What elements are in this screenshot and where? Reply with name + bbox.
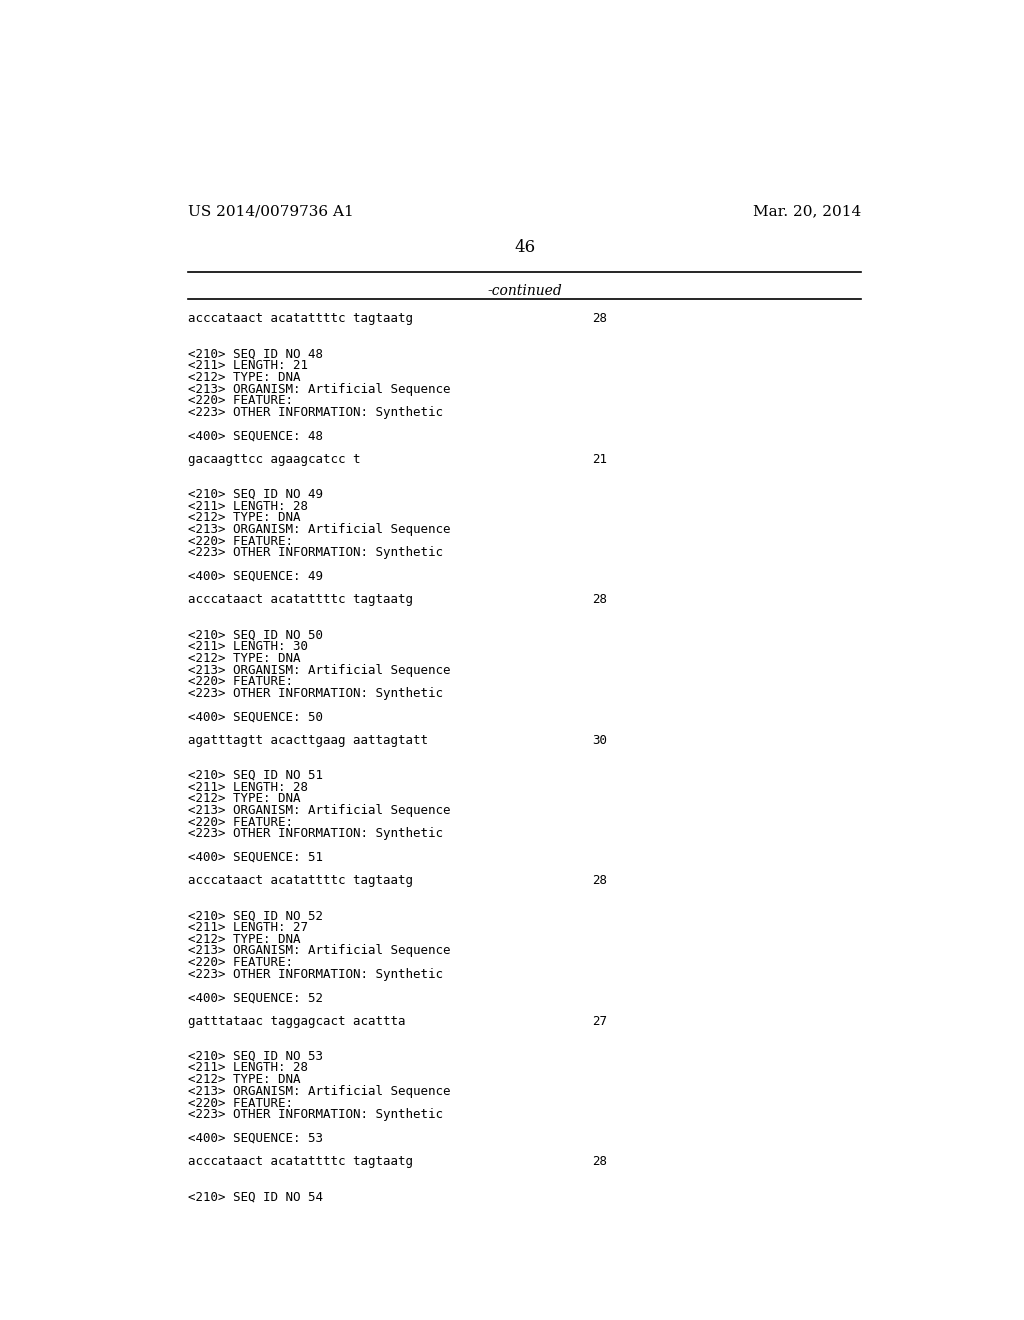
Text: <211> LENGTH: 30: <211> LENGTH: 30 <box>188 640 308 653</box>
Text: US 2014/0079736 A1: US 2014/0079736 A1 <box>188 205 354 219</box>
Text: <400> SEQUENCE: 49: <400> SEQUENCE: 49 <box>188 570 324 583</box>
Text: acccataact acatattttc tagtaatg: acccataact acatattttc tagtaatg <box>188 313 414 326</box>
Text: <220> FEATURE:: <220> FEATURE: <box>188 1097 294 1110</box>
Text: <220> FEATURE:: <220> FEATURE: <box>188 676 294 688</box>
Text: <210> SEQ ID NO 48: <210> SEQ ID NO 48 <box>188 347 324 360</box>
Text: -continued: -continued <box>487 284 562 298</box>
Text: <211> LENGTH: 28: <211> LENGTH: 28 <box>188 780 308 793</box>
Text: 28: 28 <box>592 593 607 606</box>
Text: agatttagtt acacttgaag aattagtatt: agatttagtt acacttgaag aattagtatt <box>188 734 428 747</box>
Text: <220> FEATURE:: <220> FEATURE: <box>188 956 294 969</box>
Text: 27: 27 <box>592 1015 607 1028</box>
Text: <220> FEATURE:: <220> FEATURE: <box>188 816 294 829</box>
Text: <223> OTHER INFORMATION: Synthetic: <223> OTHER INFORMATION: Synthetic <box>188 828 443 841</box>
Text: <213> ORGANISM: Artificial Sequence: <213> ORGANISM: Artificial Sequence <box>188 523 451 536</box>
Text: acccataact acatattttc tagtaatg: acccataact acatattttc tagtaatg <box>188 874 414 887</box>
Text: <212> TYPE: DNA: <212> TYPE: DNA <box>188 652 301 665</box>
Text: <211> LENGTH: 27: <211> LENGTH: 27 <box>188 921 308 935</box>
Text: <211> LENGTH: 28: <211> LENGTH: 28 <box>188 500 308 512</box>
Text: <213> ORGANISM: Artificial Sequence: <213> ORGANISM: Artificial Sequence <box>188 944 451 957</box>
Text: <210> SEQ ID NO 50: <210> SEQ ID NO 50 <box>188 628 324 642</box>
Text: <220> FEATURE:: <220> FEATURE: <box>188 535 294 548</box>
Text: <400> SEQUENCE: 53: <400> SEQUENCE: 53 <box>188 1131 324 1144</box>
Text: <210> SEQ ID NO 51: <210> SEQ ID NO 51 <box>188 768 324 781</box>
Text: acccataact acatattttc tagtaatg: acccataact acatattttc tagtaatg <box>188 1155 414 1168</box>
Text: gacaagttcc agaagcatcc t: gacaagttcc agaagcatcc t <box>188 453 360 466</box>
Text: <212> TYPE: DNA: <212> TYPE: DNA <box>188 511 301 524</box>
Text: <223> OTHER INFORMATION: Synthetic: <223> OTHER INFORMATION: Synthetic <box>188 1109 443 1121</box>
Text: 28: 28 <box>592 1155 607 1168</box>
Text: <400> SEQUENCE: 51: <400> SEQUENCE: 51 <box>188 851 324 863</box>
Text: 30: 30 <box>592 734 607 747</box>
Text: <213> ORGANISM: Artificial Sequence: <213> ORGANISM: Artificial Sequence <box>188 383 451 396</box>
Text: <210> SEQ ID NO 53: <210> SEQ ID NO 53 <box>188 1049 324 1063</box>
Text: gatttataac taggagcact acattta: gatttataac taggagcact acattta <box>188 1015 406 1028</box>
Text: <210> SEQ ID NO 52: <210> SEQ ID NO 52 <box>188 909 324 923</box>
Text: 21: 21 <box>592 453 607 466</box>
Text: <213> ORGANISM: Artificial Sequence: <213> ORGANISM: Artificial Sequence <box>188 1085 451 1098</box>
Text: <223> OTHER INFORMATION: Synthetic: <223> OTHER INFORMATION: Synthetic <box>188 686 443 700</box>
Text: acccataact acatattttc tagtaatg: acccataact acatattttc tagtaatg <box>188 593 414 606</box>
Text: <400> SEQUENCE: 52: <400> SEQUENCE: 52 <box>188 991 324 1005</box>
Text: <223> OTHER INFORMATION: Synthetic: <223> OTHER INFORMATION: Synthetic <box>188 968 443 981</box>
Text: 28: 28 <box>592 874 607 887</box>
Text: <212> TYPE: DNA: <212> TYPE: DNA <box>188 933 301 945</box>
Text: Mar. 20, 2014: Mar. 20, 2014 <box>753 205 861 219</box>
Text: <211> LENGTH: 28: <211> LENGTH: 28 <box>188 1061 308 1074</box>
Text: <211> LENGTH: 21: <211> LENGTH: 21 <box>188 359 308 372</box>
Text: <400> SEQUENCE: 50: <400> SEQUENCE: 50 <box>188 710 324 723</box>
Text: 46: 46 <box>514 239 536 256</box>
Text: 28: 28 <box>592 313 607 326</box>
Text: <210> SEQ ID NO 54: <210> SEQ ID NO 54 <box>188 1191 324 1204</box>
Text: <223> OTHER INFORMATION: Synthetic: <223> OTHER INFORMATION: Synthetic <box>188 407 443 418</box>
Text: <210> SEQ ID NO 49: <210> SEQ ID NO 49 <box>188 488 324 502</box>
Text: <213> ORGANISM: Artificial Sequence: <213> ORGANISM: Artificial Sequence <box>188 804 451 817</box>
Text: <212> TYPE: DNA: <212> TYPE: DNA <box>188 1073 301 1086</box>
Text: <212> TYPE: DNA: <212> TYPE: DNA <box>188 792 301 805</box>
Text: <223> OTHER INFORMATION: Synthetic: <223> OTHER INFORMATION: Synthetic <box>188 546 443 560</box>
Text: <212> TYPE: DNA: <212> TYPE: DNA <box>188 371 301 384</box>
Text: <400> SEQUENCE: 48: <400> SEQUENCE: 48 <box>188 429 324 442</box>
Text: <213> ORGANISM: Artificial Sequence: <213> ORGANISM: Artificial Sequence <box>188 664 451 677</box>
Text: <220> FEATURE:: <220> FEATURE: <box>188 395 294 408</box>
